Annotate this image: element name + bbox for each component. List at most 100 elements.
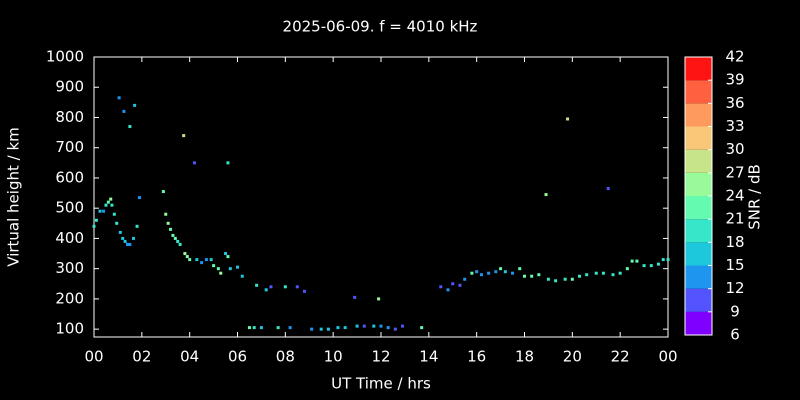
point xyxy=(276,326,280,330)
point xyxy=(585,273,589,277)
point xyxy=(503,270,507,274)
point xyxy=(109,197,113,201)
point xyxy=(102,209,106,213)
point xyxy=(470,271,474,275)
point xyxy=(578,274,582,278)
x-tick-label: 12 xyxy=(371,348,390,366)
colorbar-tick-label: 42 xyxy=(725,48,744,66)
point xyxy=(112,212,116,216)
colorbar-swatch xyxy=(685,149,712,173)
point xyxy=(226,161,230,165)
point xyxy=(302,289,306,293)
colorbar-swatch xyxy=(685,196,712,220)
point xyxy=(544,193,548,197)
point xyxy=(446,288,450,292)
point xyxy=(554,279,558,283)
colorbar-label: SNR / dB xyxy=(746,164,764,230)
point xyxy=(319,327,323,331)
colorbar-tick-label: 33 xyxy=(725,117,744,135)
point xyxy=(192,161,196,165)
x-tick-label: 02 xyxy=(132,348,151,366)
point xyxy=(479,273,483,277)
x-tick-label: 14 xyxy=(419,348,438,366)
point xyxy=(216,267,220,271)
point xyxy=(458,283,462,287)
colorbar-tick-label: 12 xyxy=(725,279,744,297)
x-tick-label: 18 xyxy=(515,348,534,366)
point xyxy=(185,255,189,259)
point xyxy=(379,324,383,328)
y-tick-label: 400 xyxy=(55,229,84,247)
point xyxy=(209,258,213,262)
point xyxy=(125,242,129,246)
point xyxy=(117,96,121,100)
point xyxy=(183,252,187,256)
point xyxy=(601,271,605,275)
colorbar-swatch xyxy=(685,80,712,104)
point xyxy=(110,203,114,207)
point xyxy=(252,326,256,330)
colorbar-tick-label: 6 xyxy=(730,326,740,344)
point xyxy=(336,326,340,330)
point xyxy=(92,224,96,228)
point xyxy=(511,271,515,275)
point xyxy=(656,262,660,266)
colorbar-tick-label: 15 xyxy=(725,256,744,274)
colorbar-tick-label: 36 xyxy=(725,94,744,112)
colorbar-swatch xyxy=(685,126,712,150)
point xyxy=(530,274,534,278)
colorbar-tick-label: 21 xyxy=(725,210,744,228)
point xyxy=(355,324,359,328)
point xyxy=(625,267,629,271)
point xyxy=(401,324,405,328)
point xyxy=(264,288,268,292)
colorbar-swatch xyxy=(685,103,712,127)
point xyxy=(219,271,223,275)
point xyxy=(259,326,263,330)
y-tick-label: 200 xyxy=(55,289,84,307)
point xyxy=(178,242,182,246)
colorbar-tick-label: 30 xyxy=(725,140,744,158)
x-tick-label: 10 xyxy=(324,348,343,366)
point xyxy=(121,236,125,240)
point xyxy=(606,187,610,191)
point xyxy=(362,324,366,328)
point xyxy=(182,134,186,138)
point xyxy=(343,326,347,330)
y-tick-label: 500 xyxy=(55,199,84,217)
point xyxy=(128,125,132,129)
point xyxy=(137,196,141,200)
y-tick-label: 1000 xyxy=(46,48,84,66)
point xyxy=(566,117,570,121)
point xyxy=(326,327,330,331)
point xyxy=(377,297,381,301)
point xyxy=(537,273,541,277)
point xyxy=(642,264,646,268)
point xyxy=(518,267,522,271)
point xyxy=(118,230,122,234)
point xyxy=(611,273,615,277)
point xyxy=(523,274,526,278)
point xyxy=(353,295,357,299)
point xyxy=(393,327,397,331)
point xyxy=(224,252,228,256)
y-tick-label: 300 xyxy=(55,259,84,277)
point xyxy=(106,200,110,204)
point xyxy=(123,239,127,243)
x-tick-label: 20 xyxy=(563,348,582,366)
x-axis-label: UT Time / hrs xyxy=(331,375,431,393)
colorbar-tick-label: 27 xyxy=(725,163,744,181)
point xyxy=(135,224,139,228)
point xyxy=(195,258,199,262)
point xyxy=(204,258,208,262)
point xyxy=(240,274,244,278)
point xyxy=(288,326,292,330)
point xyxy=(200,261,204,265)
chart-title: 2025-06-09. f = 4010 kHz xyxy=(283,18,478,36)
point xyxy=(98,209,102,213)
point xyxy=(563,277,567,281)
point xyxy=(283,285,287,289)
point xyxy=(104,203,108,207)
x-tick-label: 00 xyxy=(84,348,103,366)
